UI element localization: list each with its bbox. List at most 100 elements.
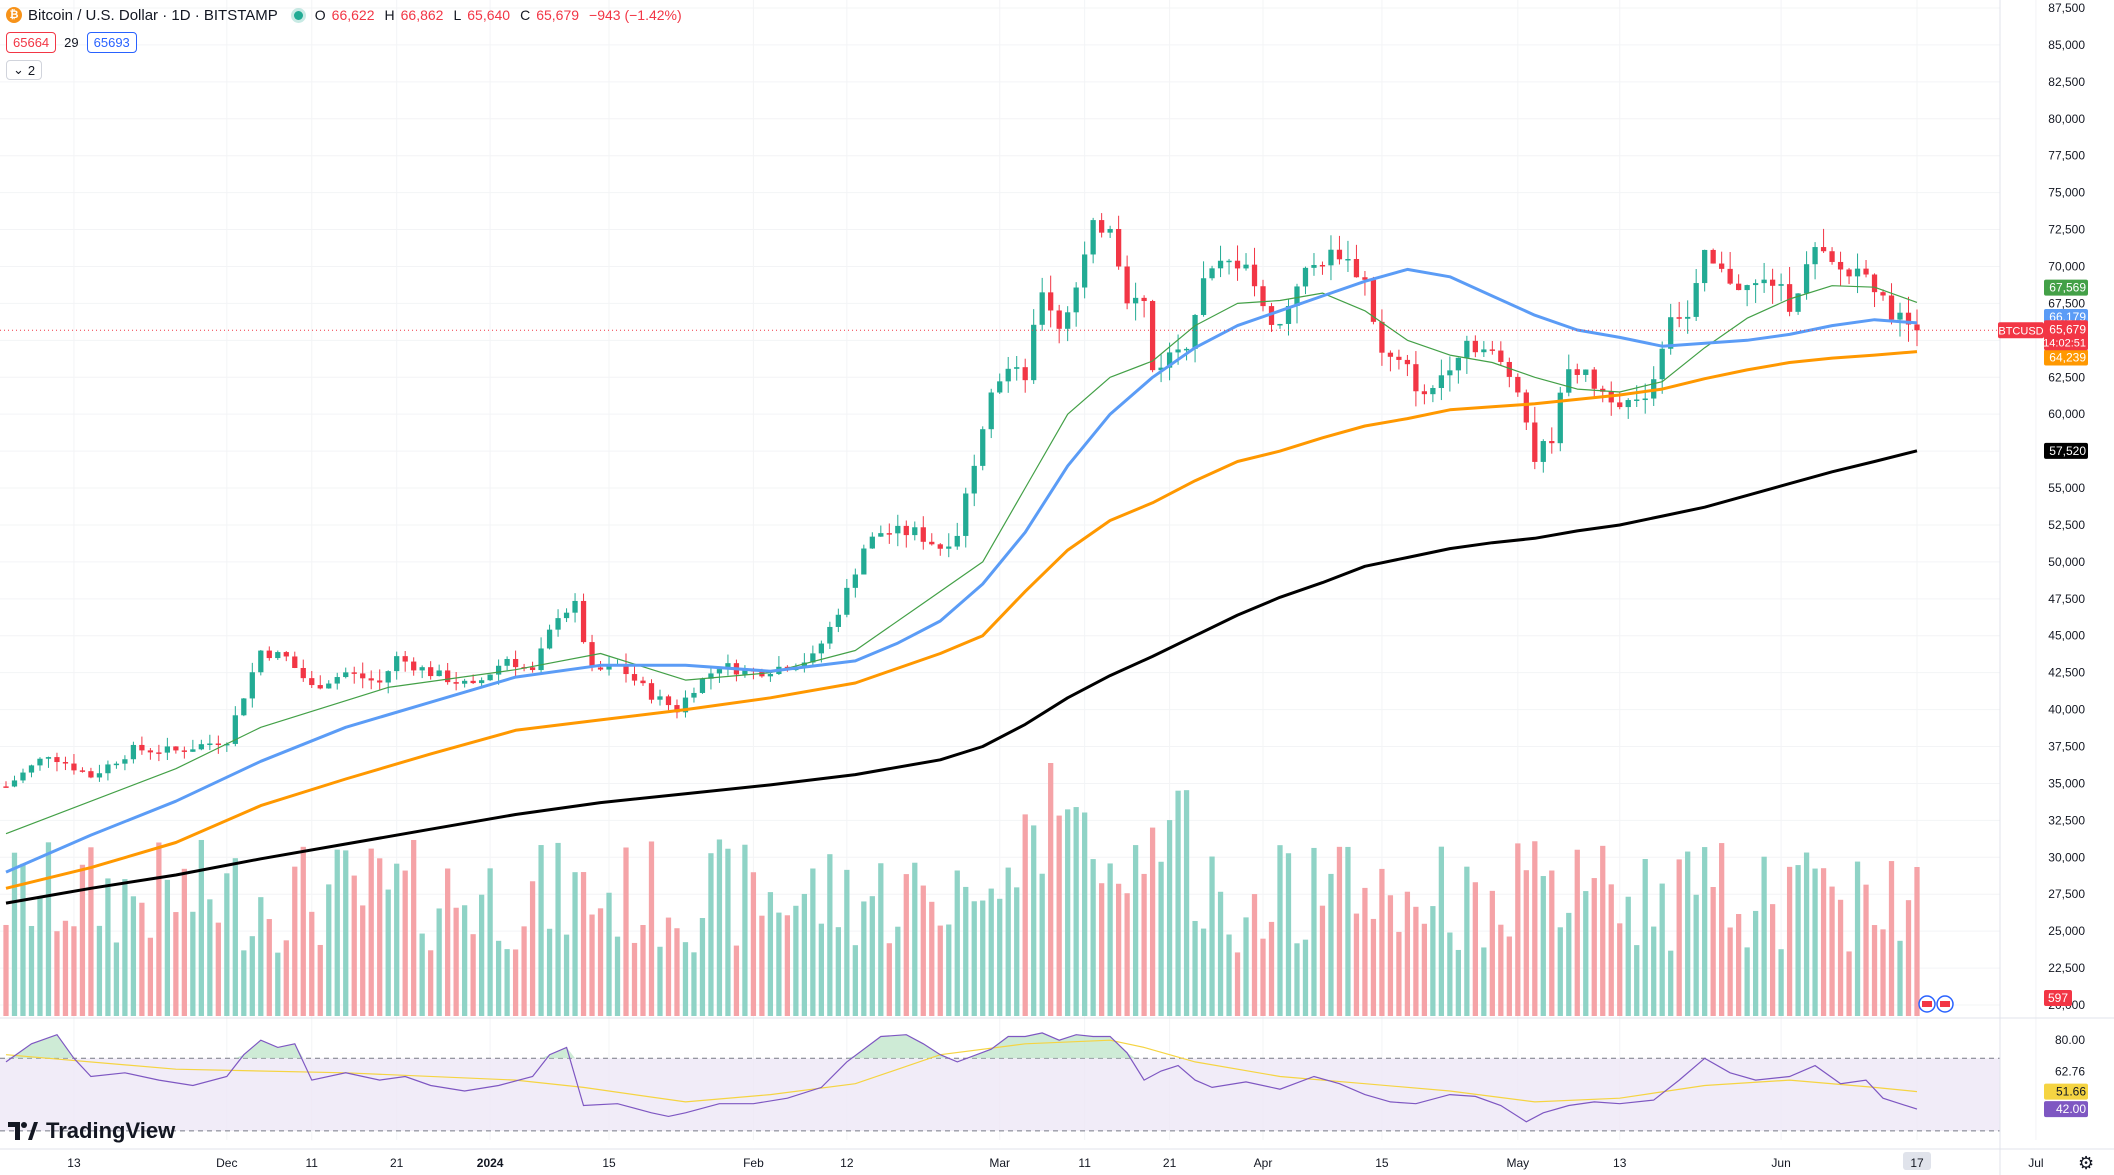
candle-body[interactable] — [1370, 279, 1377, 322]
candle-body[interactable] — [844, 587, 850, 615]
candle-body[interactable] — [1489, 349, 1495, 351]
candle-body[interactable] — [555, 618, 561, 630]
tradingview-logo[interactable]: TradingView — [8, 1118, 175, 1144]
candle-body[interactable] — [1014, 367, 1020, 369]
candle-body[interactable] — [997, 381, 1003, 393]
candle-body[interactable] — [1863, 268, 1869, 275]
candle-body[interactable] — [1744, 285, 1750, 291]
candle-body[interactable] — [1209, 268, 1215, 279]
candle-body[interactable] — [1778, 284, 1784, 286]
candle-body[interactable] — [640, 680, 646, 684]
candle-body[interactable] — [1056, 310, 1062, 329]
candle-body[interactable] — [1515, 376, 1521, 393]
candle-body[interactable] — [1591, 369, 1597, 389]
candle-body[interactable] — [1540, 441, 1546, 462]
candle-body[interactable] — [665, 696, 672, 706]
candle-body[interactable] — [648, 683, 655, 700]
candle-body[interactable] — [1727, 268, 1733, 284]
candle-body[interactable] — [1099, 220, 1105, 233]
candle-body[interactable] — [1082, 254, 1088, 288]
candle-body[interactable] — [691, 692, 697, 698]
time-tick-label[interactable]: May — [1506, 1156, 1529, 1170]
candle-body[interactable] — [139, 744, 145, 751]
candle-body[interactable] — [835, 614, 841, 627]
candle-body[interactable] — [861, 548, 867, 575]
candle-body[interactable] — [3, 786, 9, 788]
candle-body[interactable] — [1132, 297, 1139, 304]
candle-body[interactable] — [1421, 391, 1428, 395]
candle-body[interactable] — [1795, 293, 1801, 312]
candle-body[interactable] — [1115, 228, 1122, 267]
candle-body[interactable] — [1820, 247, 1827, 252]
candle-body[interactable] — [487, 674, 493, 681]
candle-body[interactable] — [1031, 324, 1037, 381]
candle-body[interactable] — [1668, 317, 1674, 349]
candle-body[interactable] — [1362, 277, 1368, 280]
candle-body[interactable] — [292, 656, 298, 668]
candle-body[interactable] — [343, 672, 349, 678]
time-tick-label[interactable]: Feb — [743, 1156, 764, 1170]
candle-body[interactable] — [1769, 279, 1776, 286]
candle-body[interactable] — [113, 763, 120, 766]
candle-body[interactable] — [1549, 441, 1555, 444]
time-tick-label[interactable]: 2024 — [477, 1156, 504, 1170]
candle-body[interactable] — [1880, 292, 1886, 296]
candle-body[interactable] — [1761, 279, 1767, 284]
candle-body[interactable] — [1583, 369, 1589, 375]
candle-body[interactable] — [1634, 399, 1640, 401]
candle-body[interactable] — [1311, 265, 1317, 268]
candle-body[interactable] — [1226, 260, 1232, 263]
candle-body[interactable] — [1846, 269, 1852, 277]
candle-body[interactable] — [207, 743, 213, 746]
gear-icon[interactable]: ⚙ — [2078, 1153, 2095, 1173]
symbol-title[interactable]: Bitcoin / U.S. Dollar · 1D · BITSTAMP — [28, 6, 278, 24]
candle-body[interactable] — [631, 674, 638, 681]
candle-body[interactable] — [1039, 292, 1045, 325]
candle-body[interactable] — [394, 656, 400, 672]
candle-body[interactable] — [1812, 247, 1818, 265]
candle-body[interactable] — [1854, 268, 1861, 277]
candle-body[interactable] — [954, 535, 960, 547]
quote-row[interactable]: 65664 29 65693 — [6, 32, 137, 53]
candle-body[interactable] — [1566, 369, 1572, 393]
candle-body[interactable] — [1048, 292, 1054, 311]
candle-body[interactable] — [495, 665, 502, 675]
candle-body[interactable] — [385, 671, 391, 683]
candle-body[interactable] — [1065, 312, 1071, 329]
candle-body[interactable] — [597, 667, 604, 670]
indicators-toggle-button[interactable]: ⌄ 2 — [6, 60, 43, 80]
candle-body[interactable] — [623, 664, 629, 675]
candle-body[interactable] — [895, 525, 901, 534]
candle-body[interactable] — [1141, 297, 1147, 302]
candle-body[interactable] — [1914, 324, 1920, 331]
candle-body[interactable] — [470, 680, 476, 684]
candle-body[interactable] — [1243, 264, 1249, 269]
candle-body[interactable] — [1413, 364, 1419, 392]
candle-body[interactable] — [1897, 312, 1903, 320]
time-tick-label[interactable]: 13 — [1613, 1156, 1627, 1170]
candle-body[interactable] — [190, 749, 196, 752]
candle-body[interactable] — [88, 771, 94, 778]
candle-body[interactable] — [988, 392, 994, 430]
candle-body[interactable] — [1396, 356, 1402, 360]
candle-body[interactable] — [1710, 249, 1716, 264]
time-tick-label[interactable]: 11 — [306, 1156, 319, 1170]
time-tick-label[interactable]: Jun — [1771, 1156, 1790, 1170]
candle-body[interactable] — [96, 773, 103, 778]
candle-body[interactable] — [810, 653, 816, 663]
candle-body[interactable] — [852, 574, 858, 588]
candle-body[interactable] — [1251, 264, 1258, 287]
candle-body[interactable] — [164, 746, 171, 753]
candle-body[interactable] — [1005, 368, 1011, 382]
candle-body[interactable] — [300, 667, 306, 679]
candle-body[interactable] — [79, 770, 86, 772]
candle-body[interactable] — [1719, 263, 1725, 269]
candle-body[interactable] — [147, 750, 154, 753]
candle-body[interactable] — [886, 533, 892, 535]
time-tick-label[interactable]: 21 — [390, 1156, 404, 1170]
candle-body[interactable] — [266, 650, 272, 659]
candle-body[interactable] — [334, 677, 340, 684]
candle-body[interactable] — [105, 764, 111, 774]
candle-body[interactable] — [453, 682, 459, 684]
candle-body[interactable] — [1183, 348, 1190, 351]
